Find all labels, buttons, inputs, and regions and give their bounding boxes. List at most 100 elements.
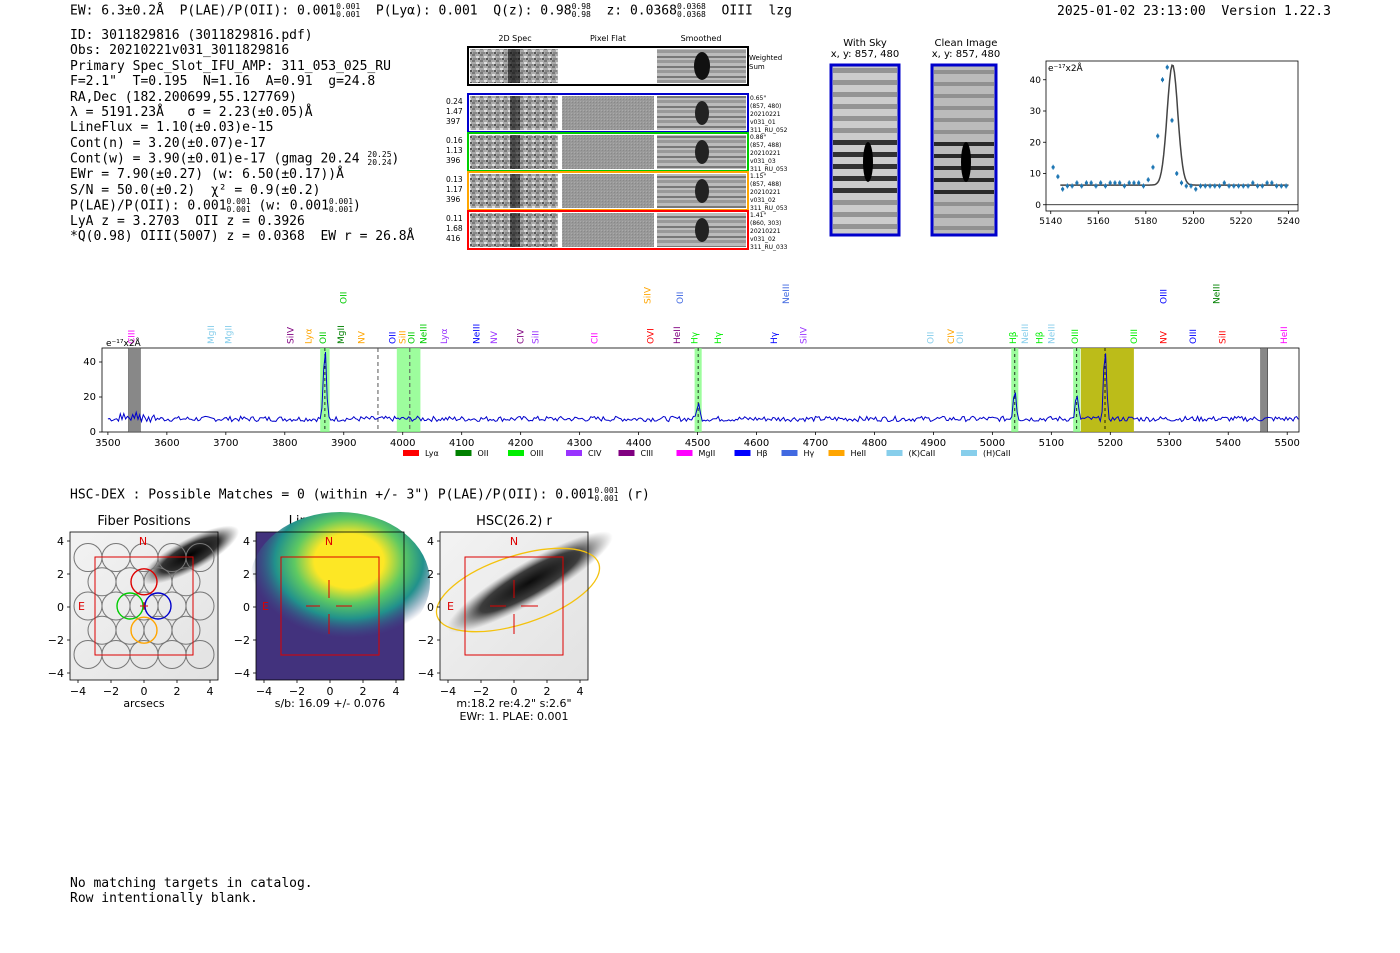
compass-e-3: E: [447, 600, 454, 613]
legend-label: (H)CaII: [983, 449, 1010, 458]
zoom-data-point: [1227, 184, 1231, 188]
spectrum-line-label: Hγ: [691, 331, 701, 344]
fiber-panel-title: Fiber Positions: [97, 514, 190, 529]
cutout-right-stat: v031_02: [750, 197, 776, 204]
hsc-ytick-label: 0: [243, 601, 250, 614]
spectrum-line-label: SiII: [399, 330, 409, 344]
fiber-positions-panel: Fiber Positions N E arcsecs: [69, 514, 240, 710]
hsc-xtick-label: 0: [327, 685, 334, 698]
spectrum-line-label: SiII: [1218, 330, 1228, 344]
flag: lzg: [768, 3, 792, 19]
spectrum-line-label: Lyα: [304, 328, 314, 344]
spec-xtick-label: 3600: [154, 438, 179, 449]
spectrum-line-label: OII: [926, 332, 936, 344]
cutout-right-stat: (857, 488): [750, 181, 781, 188]
legend-swatch: [886, 450, 903, 456]
spec-ytick-label: 0: [90, 427, 96, 438]
sky-band: [833, 224, 897, 229]
cutout-right-stat: 20210221: [750, 111, 781, 118]
hsc-xlabel2: EWr: 1. PLAE: 0.001: [459, 710, 568, 723]
legend-label: Lyα: [425, 449, 439, 458]
zoom-data-point: [1084, 181, 1089, 185]
info-id: ID: 3011829816 (3011829816.pdf): [70, 28, 313, 43]
legend-label: Hγ: [804, 449, 815, 458]
spectrum-line-label: NeIII: [1021, 324, 1031, 344]
zoom-data-point: [1051, 165, 1055, 169]
spec-xtick-label: 4300: [567, 438, 592, 449]
fiber-circle: [185, 639, 215, 669]
cutout-right-stat: 20210221: [750, 228, 781, 235]
legend-label: HeII: [851, 449, 867, 458]
legend-label: CIII: [641, 449, 654, 458]
sky-band: [833, 128, 897, 133]
hsc-plae-upper: 0.001: [594, 486, 619, 495]
cutout-header-2dspec: 2D Spec: [498, 34, 531, 43]
lineflux-map-panel: Lineflux Map N E s/b: 16.09 +/- 0.076: [250, 512, 430, 710]
zoom-data-point: [1080, 184, 1084, 188]
info-contw: Cont(w) = 3.90(±0.01)e-17 (gmag 20.24 20…: [70, 150, 400, 168]
cutout-header-smoothed: Smoothed: [681, 34, 722, 43]
zoom-data-point: [1251, 181, 1255, 185]
zoom-fit-chart: e⁻¹⁷x2Å 5140 5160 5180 5200 5220 5240 0 10 20 30 4…: [1030, 60, 1300, 227]
zoom-data-point: [1189, 184, 1193, 188]
hsc-panel-title: HSC(26.2) r: [476, 514, 552, 529]
zoom-data-point: [1061, 187, 1065, 191]
plya-value: P(Lyα): 0.001: [375, 3, 478, 19]
cutout-right-stat: 1.41": [750, 212, 766, 219]
clean-title: Clean Image: [934, 38, 998, 49]
spec-xtick-label: 3700: [213, 438, 238, 449]
plae-upper: 0.001: [336, 2, 361, 11]
legend-swatch: [828, 450, 845, 456]
spectrum-line-label: HeII: [1280, 326, 1290, 344]
cutout-right-stat: 0.65": [750, 95, 766, 102]
info-qline: *Q(0.98) OIII(5007) z = 0.0368 EW r = 26…: [70, 229, 415, 245]
zoom-data-point: [1236, 184, 1241, 188]
version: Version 1.22.3: [1221, 4, 1331, 19]
plae2-lower: 0.001: [226, 205, 251, 215]
info-plae: P(LAE)/P(OII): 0.0010.001 0.001 (w: 0.001…: [70, 197, 361, 215]
zoom-xtick-label: 5220: [1229, 217, 1252, 227]
cutout-left-stat: 396: [446, 195, 461, 204]
zoom-ytick-label: 20: [1030, 138, 1041, 148]
spec-xtick-label: 5300: [1157, 438, 1182, 449]
spec-xtick-label: 4700: [803, 438, 828, 449]
zoom-data-point: [1241, 184, 1245, 188]
spectrum-top-label: SiIV: [643, 286, 653, 304]
cutout-left-stat: 1.68: [446, 224, 463, 233]
z-upper: 0.0368: [676, 2, 706, 11]
clean-title-block: Clean Image x, y: 857, 480: [928, 38, 1004, 60]
zoom-data-point: [1194, 187, 1198, 191]
spectrum-line-label: OIII: [1189, 329, 1199, 344]
legend-label: CIV: [588, 449, 602, 458]
footer-text: No matching targets in catalog. Row inte…: [70, 876, 313, 906]
zoom-ytick-label: 10: [1030, 170, 1041, 180]
info-block: ID: 3011829816 (3011829816.pdf) Obs: 2021…: [70, 28, 414, 245]
spectrum-line-label: MgII: [207, 325, 217, 344]
fiber-highlight: [130, 616, 158, 644]
zoom-data-point: [1146, 178, 1150, 182]
spectrum-line-label: OII: [408, 332, 418, 344]
zoom-data-point: [1108, 181, 1112, 185]
sky-band: [833, 68, 897, 73]
spectrum-line-window: [396, 348, 421, 432]
plae2-upper: 0.001: [226, 197, 251, 207]
spectrum-line-label: Hγ: [714, 331, 724, 344]
spec-xtick-label: 4400: [626, 438, 651, 449]
spectrum-line-label: Hγ: [770, 331, 780, 344]
zoom-plot-frame: [1045, 60, 1299, 212]
hsc-line-text: HSC-DEX : Possible Matches = 0 (within +…: [70, 487, 595, 503]
with-sky-sub: x, y: 857, 480: [830, 49, 900, 60]
zoom-data-point: [1113, 181, 1117, 185]
zoom-data-point: [1156, 134, 1160, 138]
fiber-circle: [185, 543, 215, 573]
hsc-xtick-label: 4: [577, 685, 584, 698]
zoom-data-point: [1203, 184, 1207, 188]
hsc-xtick-label: −4: [440, 685, 456, 698]
info-lya: LyA z = 3.2703 OII z = 0.3926: [70, 214, 305, 230]
spectrum-line-label: Lyα: [440, 328, 450, 344]
sky-band: [833, 188, 897, 193]
sky-band: [833, 140, 897, 145]
legend-label: Hβ: [757, 449, 768, 458]
gmag-lower: 20.24: [367, 158, 392, 168]
